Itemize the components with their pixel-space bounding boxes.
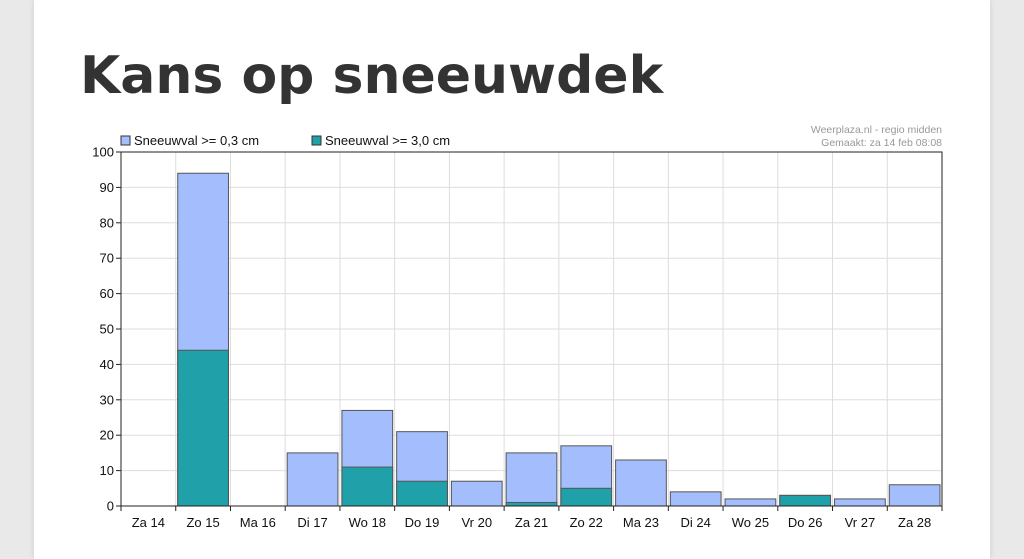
bar-heavy-zo-22 xyxy=(560,487,613,507)
legend-label: Sneeuwval >= 3,0 cm xyxy=(325,133,450,148)
x-tick-label: Za 14 xyxy=(132,515,165,530)
bars xyxy=(177,172,941,507)
bar-heavy-do-26 xyxy=(779,494,832,507)
y-tick-label: 50 xyxy=(100,322,114,337)
credit-source: Weerplaza.nl - regio midden xyxy=(811,124,942,136)
bar-heavy-zo-15 xyxy=(177,349,229,507)
x-tick-label: Ma 16 xyxy=(240,515,276,530)
bar-heavy-do-19 xyxy=(396,480,448,507)
y-tick-label: 80 xyxy=(100,215,114,230)
bar-light-di-24 xyxy=(669,491,722,507)
x-tick-label: Wo 18 xyxy=(349,515,386,530)
legend: Sneeuwval >= 0,3 cm Sneeuwval >= 3,0 cm xyxy=(120,133,450,148)
x-tick-label: Vr 27 xyxy=(845,515,876,530)
x-tick-label: Di 24 xyxy=(681,515,711,530)
x-tick-label: Za 28 xyxy=(898,515,931,530)
bar-heavy-wo-18 xyxy=(341,466,394,507)
page-title: Kans op sneeuwdek xyxy=(80,46,664,106)
y-tick-label: 60 xyxy=(100,286,114,301)
x-tick-label: Di 17 xyxy=(297,515,327,530)
legend-swatch xyxy=(311,135,322,146)
bar-light-vr-27 xyxy=(834,498,886,507)
x-tick-label: Vr 20 xyxy=(461,515,492,530)
legend-swatch xyxy=(120,135,131,146)
x-tick-label: Do 26 xyxy=(788,515,823,530)
bar-light-ma-23 xyxy=(615,459,667,507)
y-tick-label: 30 xyxy=(100,392,114,407)
y-tick-label: 20 xyxy=(100,428,114,443)
bar-heavy-za-21 xyxy=(505,501,558,507)
bar-light-za-21 xyxy=(505,452,558,507)
bar-light-di-17 xyxy=(286,452,339,507)
x-tick-label: Do 19 xyxy=(405,515,440,530)
y-tick-label: 90 xyxy=(100,180,114,195)
x-tick-label: Zo 22 xyxy=(570,515,603,530)
bar-light-za-28 xyxy=(888,484,941,507)
x-tick-label: Za 21 xyxy=(515,515,548,530)
x-tick-label: Wo 25 xyxy=(732,515,769,530)
y-tick-label: 0 xyxy=(107,499,114,514)
x-tick-label: Zo 15 xyxy=(186,515,219,530)
bar-light-vr-20 xyxy=(450,480,503,507)
y-tick-label: 10 xyxy=(100,463,114,478)
axes: 0 10 20 30 40 50 60 70 80 90 100 Za 14 Zo 15 Ma 16 Di … xyxy=(92,145,943,530)
bar-light-wo-25 xyxy=(724,498,777,507)
credit-timestamp: Gemaakt: za 14 feb 08:08 xyxy=(821,137,942,149)
x-tick-label: Ma 23 xyxy=(623,515,659,530)
grid-lines xyxy=(121,151,942,507)
legend-label: Sneeuwval >= 0,3 cm xyxy=(134,133,259,148)
y-tick-label: 70 xyxy=(100,251,114,266)
y-tick-label: 100 xyxy=(92,145,114,160)
y-tick-label: 40 xyxy=(100,357,114,372)
